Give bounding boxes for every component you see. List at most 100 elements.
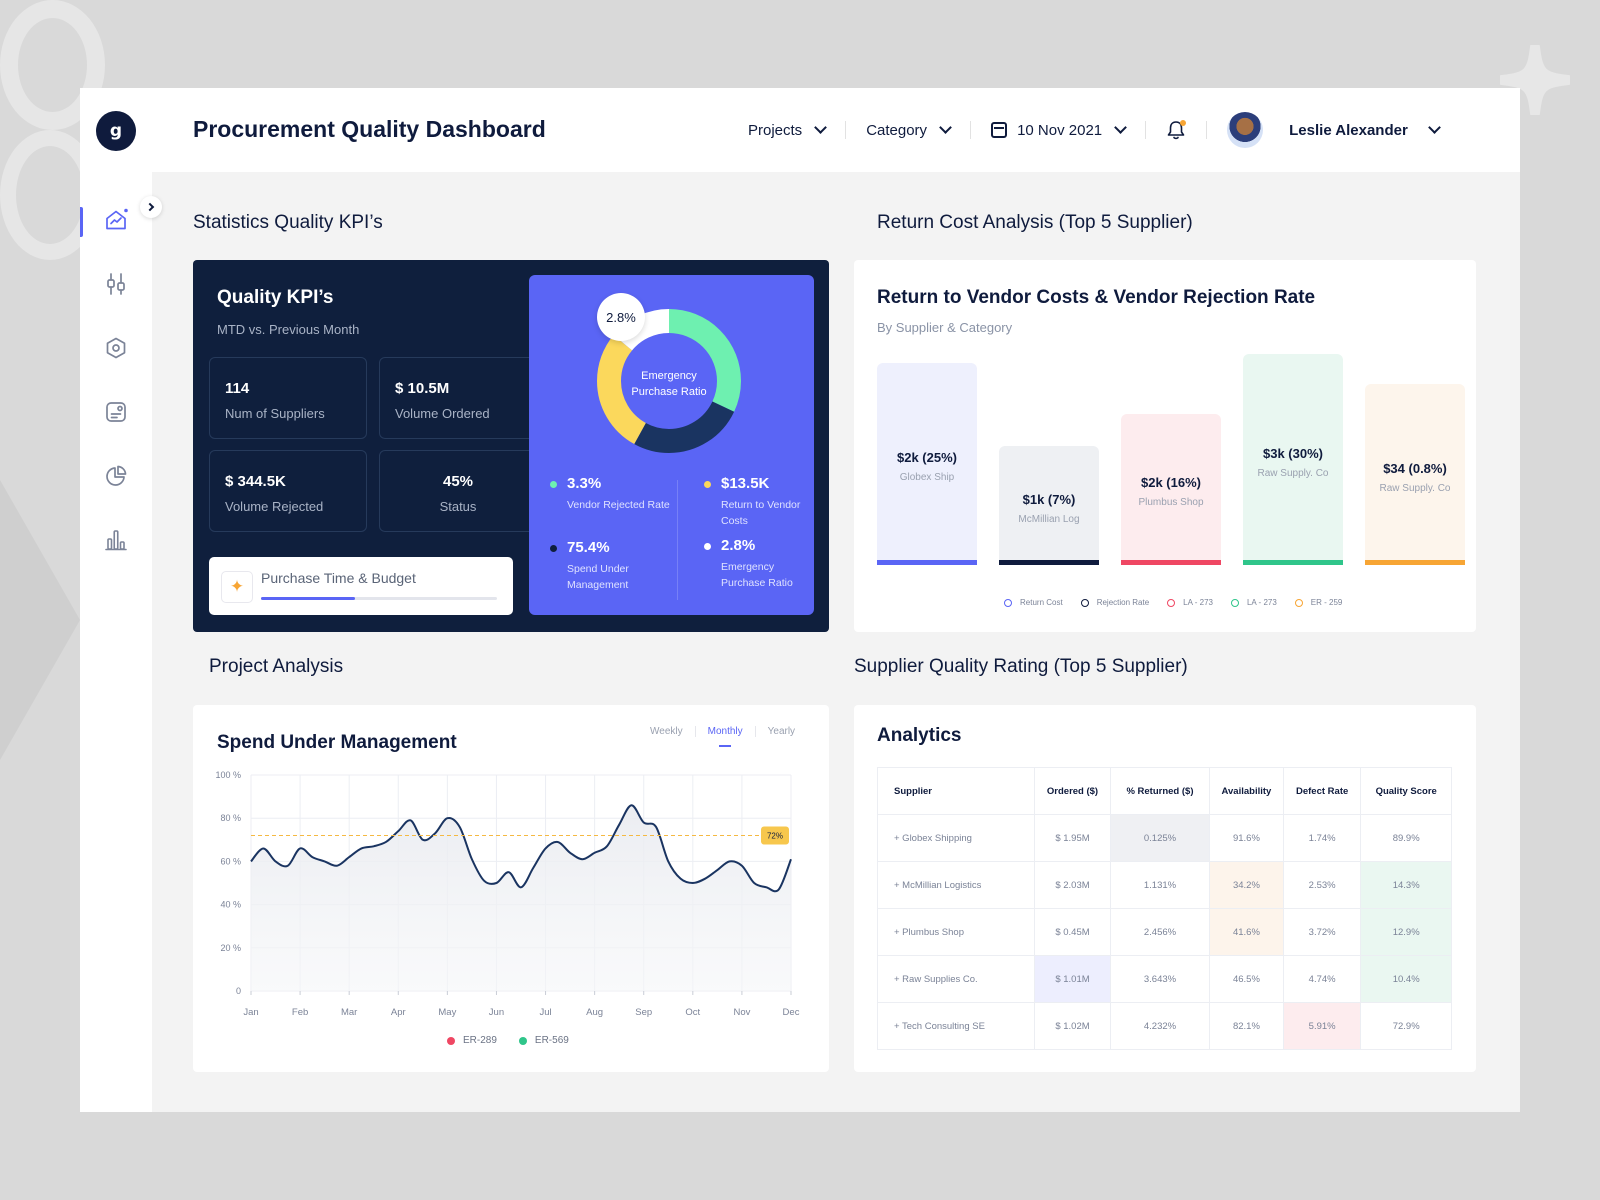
table-cell: $ 2.03M [1034,861,1111,909]
column-header[interactable]: Quality Score [1360,767,1452,815]
bar-value-label: $2k (16%) [1141,475,1201,491]
dashboard-icon [106,208,128,230]
sidebar-item-settings[interactable] [104,336,128,360]
kpi-card[interactable]: $ 344.5K Volume Rejected [209,450,367,532]
sliders-icon [107,273,125,295]
table-cell: 4.74% [1282,955,1362,1003]
table-row[interactable]: + Plumbus Shop $ 0.45M 2.456% 41.6% 3.72% 12.… [876,908,1452,956]
bar-category-label: Plumbus Shop [1138,497,1204,509]
sidebar-item-dashboard[interactable] [104,208,128,232]
table-row[interactable]: + Raw Supplies Co. $ 1.01M 3.643% 46.5% 4.74… [876,955,1452,1003]
app-logo[interactable]: g [96,111,136,151]
column-header[interactable]: Availability [1208,767,1284,815]
table-cell: 12.9% [1360,908,1452,956]
donut-segment [597,309,741,453]
table-cell: 91.6% [1208,814,1284,862]
bar[interactable]: $2k (16%) Plumbus Shop [1121,413,1221,565]
x-tick-label: Jan [243,1007,258,1018]
sidebar-item-statistics[interactable] [104,528,128,552]
legend-label: Return Cost [1020,598,1063,607]
notifications-button[interactable] [1166,120,1187,140]
legend-item: ER-569 [518,1035,569,1046]
chevron-down-icon [939,121,952,134]
user-name: Leslie Alexander [1289,121,1408,139]
stat-value: 75.4% [567,539,610,556]
projects-dropdown[interactable]: Projects [748,121,828,139]
target-label: 72% [767,831,783,840]
table-row[interactable]: + McMillian Logistics $ 2.03M 1.131% 34.2% 2… [876,861,1452,909]
legend-dot [704,481,711,488]
kpi-card[interactable]: 45% Status [379,450,537,532]
bar[interactable]: $1k (7%) McMillian Log [999,446,1099,565]
donut-chart [597,309,741,453]
legend-label: ER-289 [463,1035,497,1046]
stat-label: Emergency Purchase Ratio [721,561,793,589]
supplier-cell[interactable]: + McMillian Logistics [876,861,1036,909]
legend-dot [447,1036,455,1045]
bar-value-label: $2k (25%) [897,449,957,465]
kpi-value: 114 [225,380,250,397]
sidebar-collapse-button[interactable] [140,196,162,218]
legend-dot [550,481,557,488]
table-row[interactable]: + Tech Consulting SE $ 1.02M 4.232% 82.1% 5.… [876,1002,1452,1050]
sidebar-item-adjustments[interactable] [104,272,128,296]
table-cell: $ 1.02M [1034,1002,1111,1050]
table-cell: $ 0.45M [1034,908,1111,956]
legend-dot [704,543,711,550]
column-header[interactable]: Defect Rate [1282,767,1362,815]
x-tick-label: Nov [733,1007,750,1018]
column-header[interactable]: Ordered ($) [1034,767,1111,815]
table-cell: 5.91% [1282,1002,1362,1050]
background-sparkle [1500,45,1570,115]
category-dropdown[interactable]: Category [866,121,952,139]
purchase-time-budget-card[interactable]: ✦ Purchase Time & Budget [209,557,513,615]
donut-center-label: Emergency Purchase Ratio [631,370,707,398]
table-cell: 2.53% [1282,861,1362,909]
kpi-card[interactable]: 114 Num of Suppliers [209,357,367,439]
table-row[interactable]: + Globex Shipping $ 1.95M 0.125% 91.6% 1.74%… [876,814,1452,862]
bar-category-label: McMillian Log [1018,513,1080,525]
bar[interactable]: $2k (25%) Globex Ship [877,362,977,565]
sidebar-item-reports[interactable] [104,400,128,424]
table-cell: 3.643% [1109,955,1210,1003]
x-tick-label: May [438,1007,456,1018]
bar-accent [1121,559,1221,565]
sidebar-item-analytics[interactable] [104,464,128,488]
legend-item: ER-289 [447,1035,497,1046]
tab-weekly[interactable]: Weekly [650,726,683,737]
legend-item: Rejection Rate [1080,598,1149,607]
tab-monthly[interactable]: Monthly [694,726,755,747]
table-cell: 3.72% [1282,908,1362,956]
target-badge [761,826,789,845]
tab-yearly[interactable]: Yearly [754,726,807,737]
category-label: Category [866,121,928,139]
table-cell: 46.5% [1208,955,1284,1003]
date-picker[interactable]: 10 Nov 2021 [991,121,1128,139]
return-cost-card: Return to Vendor Costs & Vendor Rejectio… [854,260,1476,632]
legend-dot [550,545,557,552]
kpi-card[interactable]: $ 10.5M Volume Ordered [379,357,537,439]
kpi-label: Num of Suppliers [225,406,325,421]
supplier-cell[interactable]: + Globex Shipping [876,814,1036,862]
supplier-cell[interactable]: + Plumbus Shop [876,908,1036,956]
bar[interactable]: $34 (0.8%) Raw Supply. Co [1365,384,1465,565]
supplier-cell[interactable]: + Raw Supplies Co. [876,955,1036,1003]
x-tick-label: Mar [341,1007,357,1018]
column-header[interactable]: % Returned ($) [1109,767,1210,815]
legend-item: LA - 273 [1167,598,1213,607]
bell-icon [1167,121,1185,140]
date-label: 10 Nov 2021 [1017,121,1103,139]
table-header-row: Supplier Ordered ($) % Returned ($) Avai… [876,767,1452,815]
supplier-cell[interactable]: + Tech Consulting SE [876,1002,1036,1050]
stat-value: 2.8% [721,537,756,554]
table-cell: 72.9% [1360,1002,1452,1050]
bar-accent [877,560,977,565]
user-menu[interactable]: Leslie Alexander [1227,112,1441,148]
bar-category-label: Globex Ship [899,471,955,483]
purchase-label: Purchase Time & Budget [261,570,416,586]
column-header[interactable]: Supplier [876,767,1036,815]
bar[interactable]: $3k (30%) Raw Supply. Co [1243,354,1343,565]
table-cell: 0.125% [1109,814,1210,862]
chart-title: Return to Vendor Costs & Vendor Rejectio… [877,287,1316,308]
projects-label: Projects [748,121,803,139]
